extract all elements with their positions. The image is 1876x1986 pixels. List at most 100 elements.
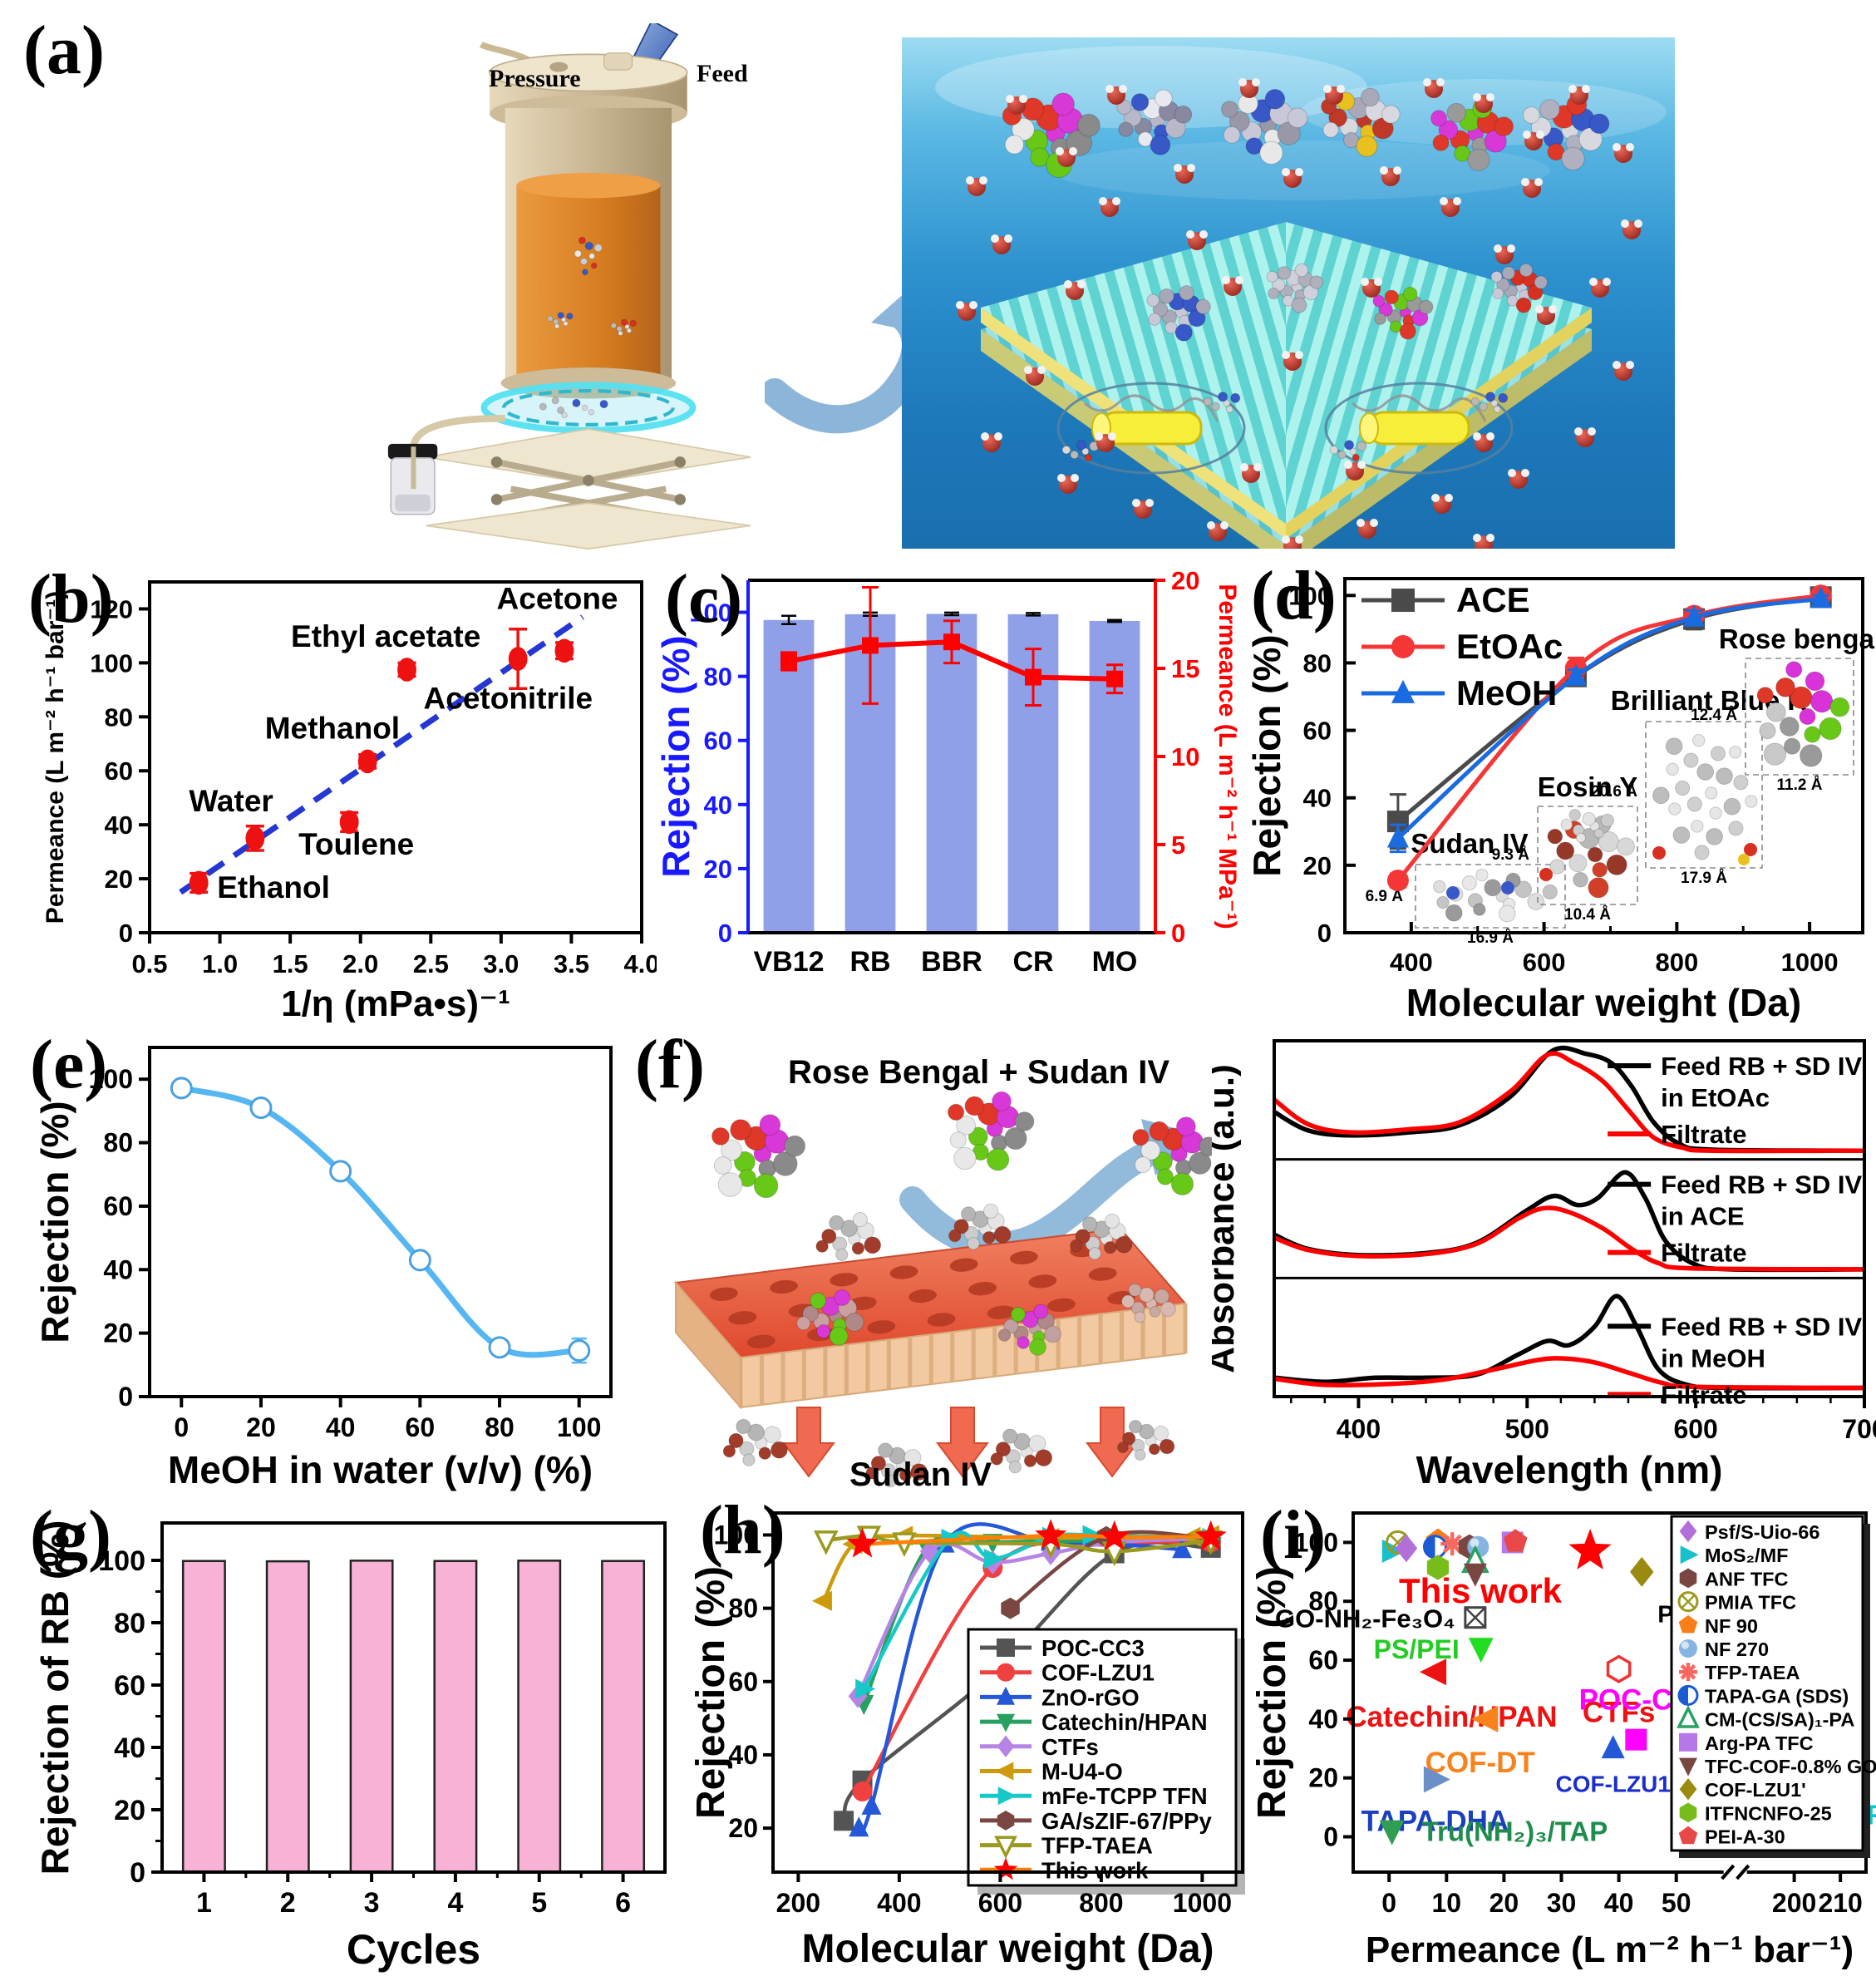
svg-text:80: 80 [114, 1608, 145, 1639]
svg-text:40: 40 [728, 1740, 758, 1770]
panel-e-chart: 0 20 40 60 80 100 0 20 40 60 80 100 MeOH in water (v… [33, 1046, 613, 1491]
panel-f-label: (f) [635, 1026, 705, 1103]
svg-text:Rejection (%): Rejection (%) [1247, 634, 1288, 876]
svg-text:TFP-TAEA: TFP-TAEA [1041, 1833, 1153, 1859]
svg-text:80: 80 [103, 1128, 133, 1158]
svg-text:600: 600 [1673, 1414, 1717, 1444]
svg-text:100: 100 [689, 599, 732, 628]
svg-text:M-U4-O: M-U4-O [1041, 1759, 1123, 1785]
panel-b-label: (b) [28, 560, 114, 638]
svg-text:10: 10 [1171, 742, 1199, 771]
svg-text:Rejection (%): Rejection (%) [1255, 1566, 1294, 1819]
svg-text:200: 200 [1772, 1888, 1816, 1918]
svg-text:6: 6 [615, 1887, 631, 1919]
svg-text:80: 80 [485, 1412, 515, 1442]
svg-text:400: 400 [877, 1888, 921, 1918]
svg-text:Wavelength (nm): Wavelength (nm) [1416, 1448, 1723, 1491]
chart-dye-rejection-permeance: VB12 RB BBR CR MO 0 20 40 60 80 100 0 5 10 15 20 Rejecti… [661, 565, 1243, 1023]
panel-i-label: (i) [1260, 1496, 1327, 1574]
panel-i-chart: This workPE-7GO-NH₂-Fe₃O₄PS/PEICatechin/… [1255, 1511, 1876, 1970]
svg-text:Acetone: Acetone [497, 581, 618, 615]
svg-text:Ethyl acetate: Ethyl acetate [291, 619, 480, 653]
svg-text:Ethanol: Ethanol [217, 870, 330, 904]
panel-c-chart: VB12 RB BBR CR MO02040608010005101520Rejecti… [661, 566, 1241, 978]
svg-text:Rejection (%): Rejection (%) [661, 635, 697, 877]
svg-text:10.4 Å: 10.4 Å [1564, 906, 1611, 924]
svg-text:Rejection (%): Rejection (%) [694, 1566, 733, 1819]
svg-text:0: 0 [119, 919, 133, 948]
svg-text:0: 0 [1381, 1888, 1396, 1918]
svg-text:20: 20 [105, 865, 133, 894]
panel-h-label: (h) [700, 1491, 785, 1569]
svg-text:Filtrate: Filtrate [1661, 1239, 1746, 1268]
svg-text:30: 30 [1547, 1888, 1577, 1918]
svg-text:15: 15 [1171, 654, 1199, 683]
svg-text:Sudan IV: Sudan IV [1411, 828, 1528, 859]
svg-text:Methanol: Methanol [265, 711, 400, 745]
svg-text:700: 700 [1842, 1414, 1876, 1444]
svg-text:60: 60 [728, 1667, 758, 1697]
svg-text:COF-DT: COF-DT [1425, 1747, 1535, 1779]
ocean-svg [935, 46, 1667, 549]
svg-text:0: 0 [1323, 1822, 1338, 1852]
svg-text:0.5: 0.5 [131, 949, 167, 978]
chart-membrane-comparison-mwco: POC-CC3 COF-LZU1 ZnO-rGO Catechin/HPAN CTFs M… [694, 1501, 1253, 1980]
svg-text:5: 5 [1171, 830, 1185, 860]
svg-text:0: 0 [1317, 919, 1332, 948]
pressure-label: Pressure [489, 65, 581, 92]
svg-text:80: 80 [704, 663, 732, 692]
svg-text:Toulene: Toulene [298, 827, 414, 861]
svg-text:NF 90: NF 90 [1705, 1615, 1758, 1637]
panel-b-chart: Ethanol Water Toulene Methanol Ethyl acetate… [42, 580, 657, 1023]
svg-text:Molecular weight (Da): Molecular weight (Da) [801, 1927, 1214, 1971]
svg-text:MoS₂/MF: MoS₂/MF [1705, 1545, 1789, 1566]
svg-text:20: 20 [114, 1795, 145, 1826]
svg-text:12.4 Å: 12.4 Å [1691, 707, 1737, 724]
panel-f-schematic [674, 1091, 1212, 1488]
svg-text:80: 80 [728, 1594, 758, 1624]
svg-text:0: 0 [718, 919, 732, 948]
svg-text:Rejection (%): Rejection (%) [33, 1101, 76, 1343]
svg-text:Feed RB + SD IV: Feed RB + SD IV [1661, 1312, 1862, 1341]
feed-label: Feed [697, 60, 748, 87]
svg-text:20: 20 [246, 1412, 276, 1442]
svg-text:Feed RB + SD IV: Feed RB + SD IV [1661, 1170, 1862, 1200]
panel-g-label: (g) [30, 1496, 111, 1574]
separation-schematic [630, 1029, 1212, 1495]
svg-text:Acetonitrile: Acetonitrile [424, 682, 593, 716]
apparatus-svg [387, 23, 751, 550]
svg-text:CR: CR [1012, 946, 1053, 978]
svg-text:40: 40 [114, 1732, 145, 1764]
svg-text:17.9 Å: 17.9 Å [1681, 870, 1727, 887]
svg-text:3.0: 3.0 [483, 949, 519, 978]
svg-text:80: 80 [1308, 1586, 1338, 1616]
svg-text:80: 80 [105, 702, 133, 732]
svg-text:60: 60 [114, 1670, 145, 1702]
svg-text:100: 100 [98, 1545, 145, 1577]
svg-text:80: 80 [1303, 648, 1332, 678]
svg-text:in EtOAc: in EtOAc [1661, 1083, 1770, 1112]
svg-text:Water: Water [189, 784, 273, 818]
svg-text:0: 0 [118, 1382, 133, 1412]
svg-text:CTFs: CTFs [1041, 1734, 1099, 1760]
svg-text:1: 1 [196, 1887, 212, 1919]
svg-text:TAPA-GA (SDS): TAPA-GA (SDS) [1705, 1685, 1849, 1707]
chart-rejection-cycles: 1 2 3 4 5 6 0 20 40 60 80 100 Cycles Rejection of RB … [25, 1501, 690, 1980]
svg-text:Rose bengal: Rose bengal [1719, 623, 1876, 654]
svg-text:20: 20 [1171, 566, 1199, 595]
svg-text:in ACE: in ACE [1661, 1202, 1744, 1231]
svg-text:BBR: BBR [921, 946, 982, 978]
svg-text:PEI-A-30: PEI-A-30 [1705, 1826, 1785, 1848]
svg-text:This work: This work [1399, 1571, 1563, 1610]
chart-absorbance-spectra: Feed RB + SD IV in EtOAc Filtrate Feed RB +… [1212, 1029, 1876, 1495]
svg-text:1.5: 1.5 [273, 949, 308, 978]
svg-text:40: 40 [704, 791, 732, 820]
svg-text:ZnO-rGO: ZnO-rGO [1041, 1684, 1140, 1710]
svg-text:Feed RB + SD IV: Feed RB + SD IV [1661, 1052, 1862, 1081]
svg-text:COF-LZU1': COF-LZU1' [1705, 1779, 1806, 1801]
svg-text:Rejection of RB (%): Rejection of RB (%) [33, 1520, 76, 1875]
svg-text:Permeance (L m⁻² h⁻¹ bar⁻¹): Permeance (L m⁻² h⁻¹ bar⁻¹) [1366, 1929, 1854, 1970]
svg-text:20.6 Å: 20.6 Å [1591, 783, 1637, 801]
